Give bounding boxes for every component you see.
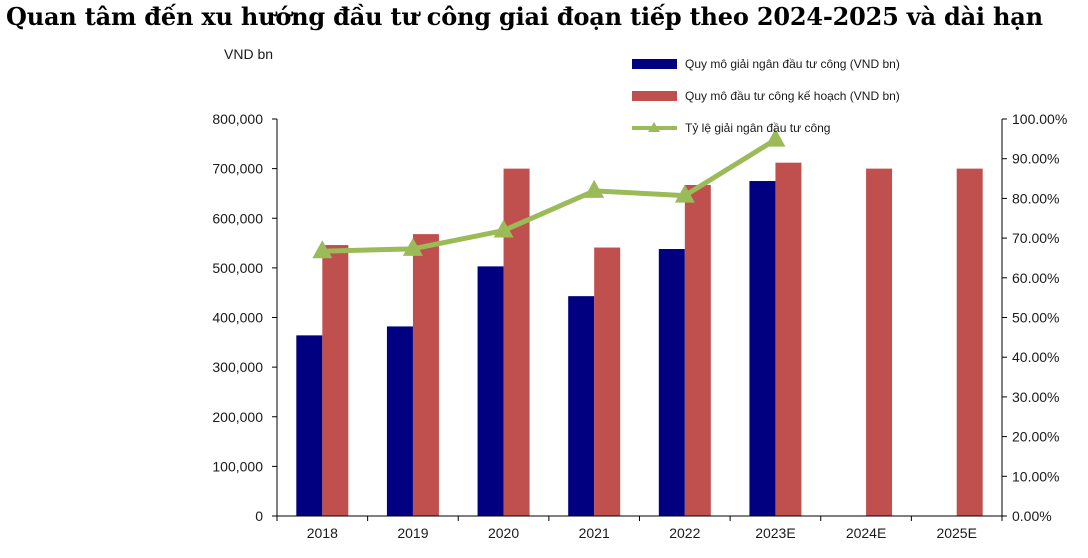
legend: Quy mô giải ngân đầu tư công (VND bn) Quy… xyxy=(632,57,900,135)
y2-tick-label: 20.00% xyxy=(1012,429,1059,445)
legend-label: Quy mô giải ngân đầu tư công (VND bn) xyxy=(685,57,900,71)
y-tick-label: 100,000 xyxy=(212,458,263,474)
y-tick-label: 600,000 xyxy=(212,210,263,226)
disbursement-rate-point xyxy=(402,237,423,256)
x-tick-label: 2020 xyxy=(488,525,519,541)
disbursement-rate-line xyxy=(322,137,777,254)
disbursement-rate-point xyxy=(765,128,786,147)
x-tick-label: 2023E xyxy=(755,525,795,541)
bar-disbursed xyxy=(749,181,776,516)
x-tick-label: 2019 xyxy=(397,525,428,541)
y-tick-label: 200,000 xyxy=(212,409,263,425)
bar-planned xyxy=(322,245,349,517)
y-tick-label: 500,000 xyxy=(212,260,263,276)
bar-disbursed xyxy=(658,249,685,516)
chart-title: Quan tâm đến xu hướng đầu tư công giai đ… xyxy=(6,2,1043,31)
legend-swatch xyxy=(632,91,677,101)
y2-tick-label: 80.00% xyxy=(1012,190,1059,206)
y-tick-label: 800,000 xyxy=(212,111,263,127)
bar-planned xyxy=(775,162,802,517)
bar-disbursed xyxy=(296,335,323,516)
bar-planned xyxy=(412,234,439,516)
y-tick-label: 300,000 xyxy=(212,359,263,375)
y-tick-label: 400,000 xyxy=(212,310,263,326)
disbursement-rate-point xyxy=(674,184,695,203)
y2-tick-label: 60.00% xyxy=(1012,270,1059,286)
bar-disbursed xyxy=(386,326,413,516)
bar-planned xyxy=(956,168,983,516)
x-tick-label: 2025E xyxy=(936,525,976,541)
y-tick-label: 700,000 xyxy=(212,161,263,177)
x-tick-label: 2018 xyxy=(307,525,338,541)
bar-planned xyxy=(594,247,621,516)
x-tick-label: 2024E xyxy=(846,525,886,541)
y2-tick-label: 100.00% xyxy=(1012,111,1067,127)
legend-label: Quy mô đầu tư công kế hoạch (VND bn) xyxy=(685,89,900,103)
y-tick-label: 0 xyxy=(255,508,263,524)
x-tick-label: 2021 xyxy=(579,525,610,541)
y2-tick-label: 90.00% xyxy=(1012,151,1059,167)
y2-tick-label: 10.00% xyxy=(1012,468,1059,484)
y2-tick-label: 40.00% xyxy=(1012,349,1059,365)
legend-marker xyxy=(648,122,660,132)
x-tick-label: 2022 xyxy=(669,525,700,541)
legend-swatch xyxy=(632,59,677,69)
disbursement-rate-point xyxy=(493,219,514,238)
bar-disbursed xyxy=(477,266,504,516)
y-axis-unit-label: VND bn xyxy=(224,46,273,62)
y2-tick-label: 70.00% xyxy=(1012,230,1059,246)
y2-tick-label: 0.00% xyxy=(1012,508,1052,524)
y2-tick-label: 50.00% xyxy=(1012,310,1059,326)
disbursement-rate-point xyxy=(584,179,605,198)
bar-planned xyxy=(684,185,711,516)
bar-disbursed xyxy=(568,296,595,516)
bar-planned xyxy=(866,168,893,516)
legend-label: Tỷ lệ giải ngân đầu tư công xyxy=(685,121,830,135)
disbursement-rate-point xyxy=(312,240,333,259)
y2-tick-label: 30.00% xyxy=(1012,389,1059,405)
